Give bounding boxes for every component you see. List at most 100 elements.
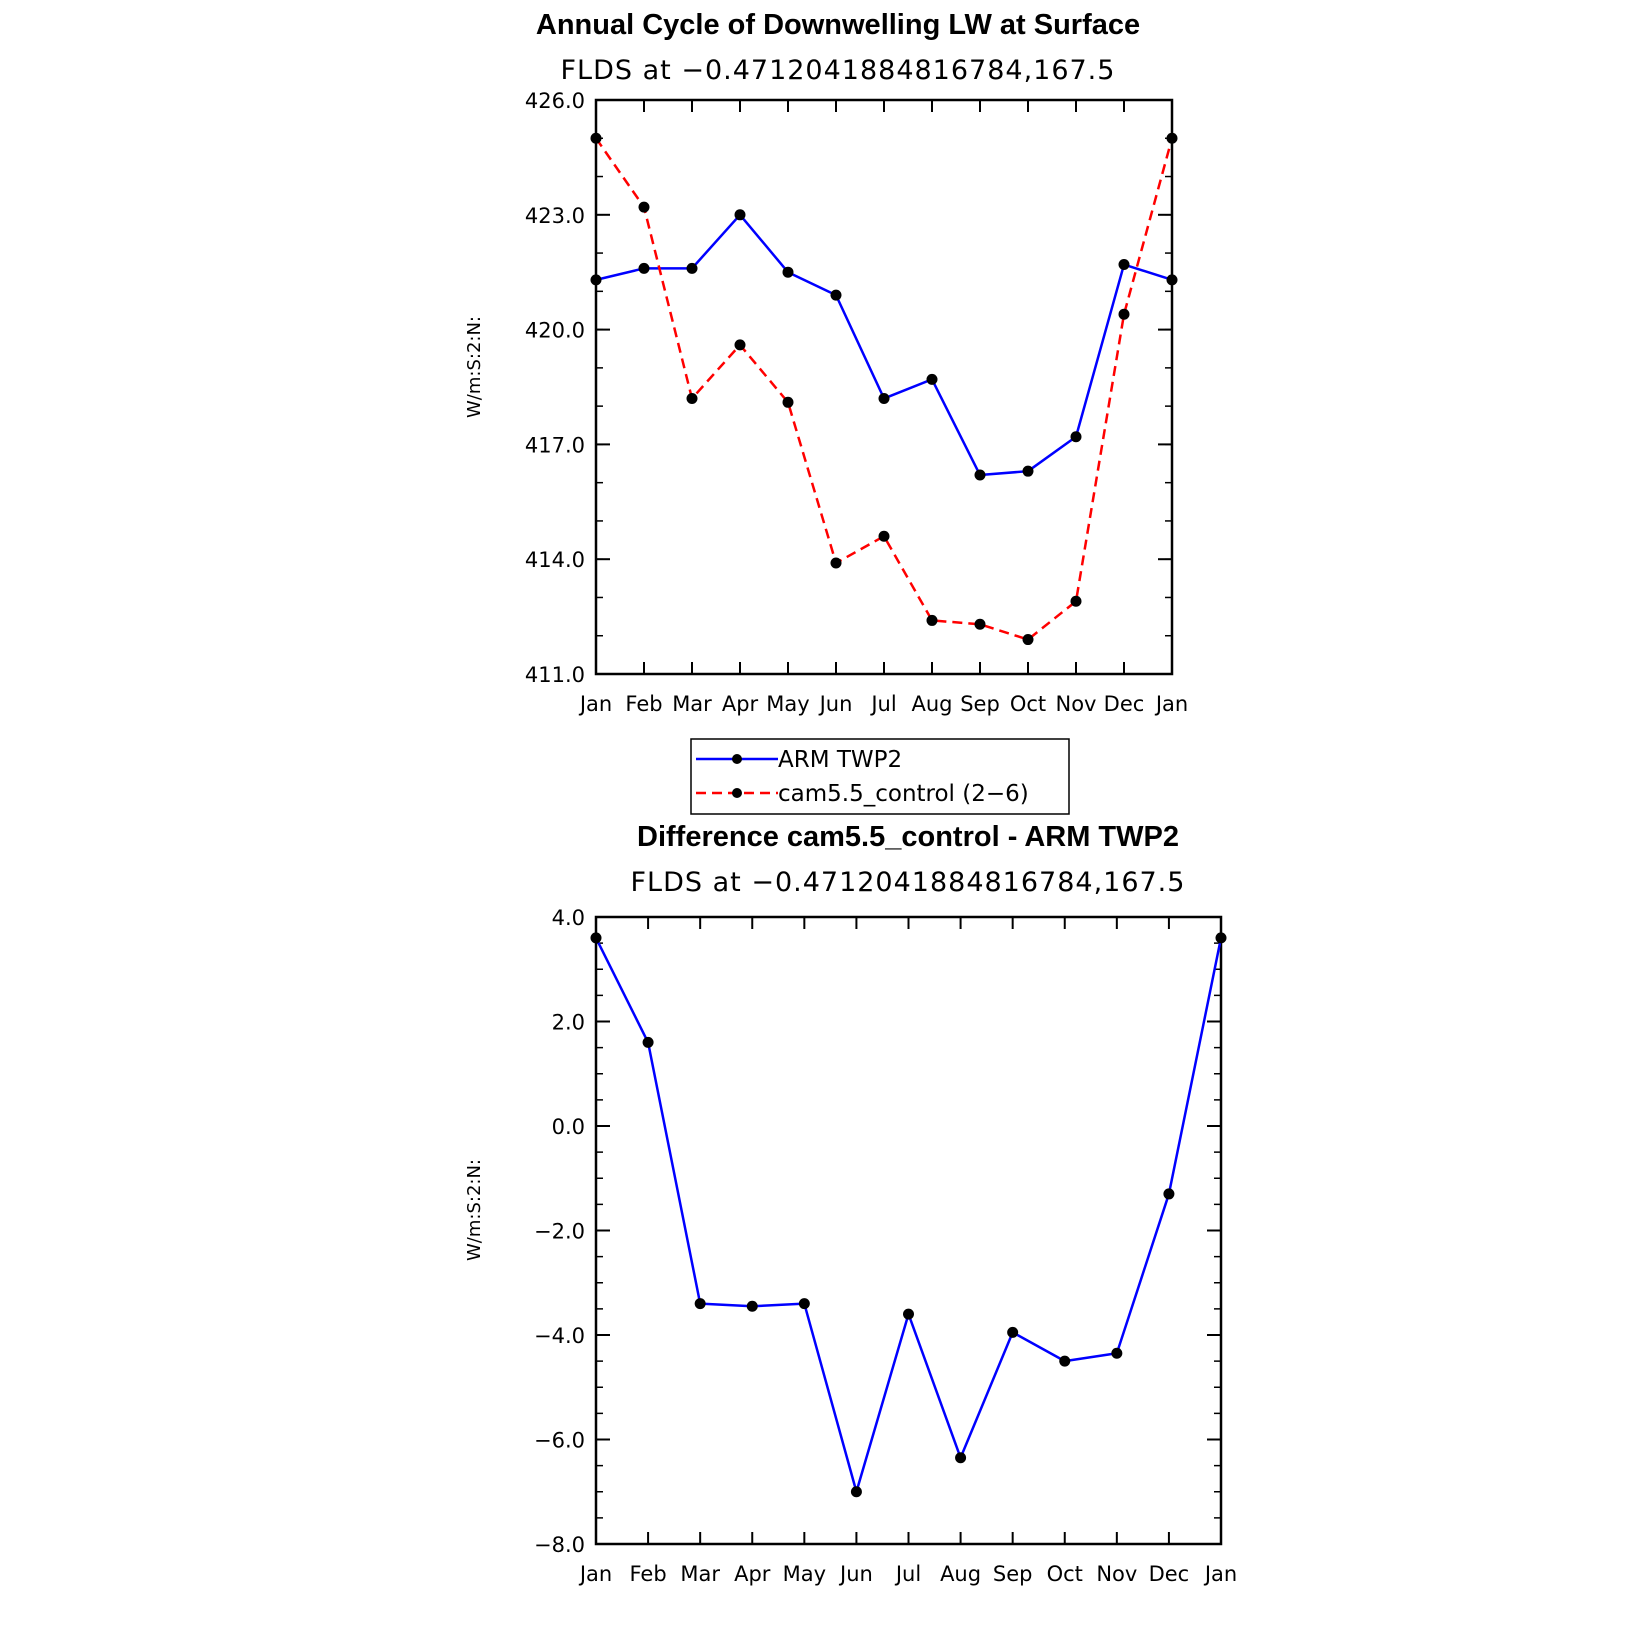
- chart1-x-tick-label: Dec: [1104, 692, 1145, 716]
- chart2-series-1-point: [798, 1298, 810, 1310]
- chart1-series-2-point: [926, 614, 938, 626]
- chart1-y-axis-label: W/m:S:2:N:: [464, 316, 485, 418]
- chart1-x-tick-label: Nov: [1056, 692, 1097, 716]
- chart1-series-1-point: [782, 266, 794, 278]
- chart1-series-2-point: [1166, 132, 1178, 144]
- chart1-series-2-point: [638, 201, 650, 213]
- chart2-series-1-line: [594, 937, 1223, 1493]
- chart2-x-tick-label: Dec: [1149, 1562, 1190, 1586]
- chart2-y-tick-label: −2.0: [534, 1220, 585, 1244]
- chart1-series-1-point: [974, 469, 986, 481]
- chart2-x-tick-label: May: [783, 1562, 826, 1586]
- chart1-x-tick-label: Aug: [911, 692, 952, 716]
- chart2-y-tick-label: −8.0: [534, 1533, 585, 1557]
- chart1-x-tick-label: Sep: [960, 692, 1000, 716]
- chart2-series-1-point: [1059, 1355, 1071, 1367]
- chart1-plot-frame: [594, 98, 1174, 676]
- chart2-x-tick-label: Jan: [1203, 1562, 1237, 1586]
- chart1-series-1-point: [590, 274, 602, 286]
- legend-box: [690, 738, 1070, 815]
- chart2-x-tick-label: Nov: [1096, 1562, 1137, 1586]
- chart2-series: [590, 932, 1227, 1498]
- chart2-axes: Jan Feb Mar Apr May Jun Jul Aug Sep Oct Nov Dec Jan −…: [534, 906, 1237, 1586]
- chart2-y-tick-label: −4.0: [534, 1324, 585, 1348]
- chart2-series-1-point: [590, 932, 602, 944]
- chart2-y-tick-label: −6.0: [534, 1429, 585, 1453]
- legend-label-arm-twp2: ARM TWP2: [778, 747, 902, 773]
- chart1-series-2-point: [1070, 595, 1082, 607]
- chart2-y-tick-label: 0.0: [552, 1115, 585, 1139]
- chart1-series-1-point: [1118, 259, 1130, 271]
- chart2-x-tick-label: Jan: [578, 1562, 612, 1586]
- chart1-series-2-point: [590, 132, 602, 144]
- chart1-series-1-point: [686, 262, 698, 274]
- chart2-title: Difference cam5.5_control - ARM TWP2: [637, 821, 1179, 853]
- chart1-series-1-point: [926, 373, 938, 385]
- chart1-x-tick-label: Jan: [1154, 692, 1188, 716]
- chart2-series-1-point: [1007, 1326, 1019, 1338]
- chart2-series-1-point: [955, 1452, 967, 1464]
- chart2-series-1-point: [1163, 1188, 1175, 1200]
- chart1-series-2-point: [686, 392, 698, 404]
- chart1-series-2-point: [878, 530, 890, 542]
- chart2-subtitle: FLDS at −0.4712041884816784,167.5: [631, 867, 1186, 898]
- chart1-series-2-line: [594, 137, 1174, 641]
- chart1-series-1-point: [734, 209, 746, 221]
- chart2-series-1-point: [850, 1486, 862, 1498]
- chart2-x-tick-label: Feb: [629, 1562, 666, 1586]
- chart1-series-1-point: [1070, 431, 1082, 443]
- chart2-x-tick-label: Jul: [894, 1562, 921, 1586]
- chart2-series-1-point: [642, 1036, 654, 1048]
- chart1-x-tick-label: Jun: [818, 692, 853, 716]
- chart1-series-1-point: [830, 289, 842, 301]
- chart1-series-1-point: [638, 262, 650, 274]
- chart2-plot-frame: [594, 915, 1223, 1546]
- chart1-x-tick-label: Apr: [722, 692, 759, 716]
- chart2-series-1-point: [746, 1300, 758, 1312]
- difference-chart: Difference cam5.5_control - ARM TWP2 FLD…: [464, 821, 1237, 1586]
- chart1-title: Annual Cycle of Downwelling LW at Surfac…: [536, 9, 1140, 41]
- chart2-x-tick-label: Aug: [940, 1562, 981, 1586]
- chart2-y-tick-label: 2.0: [552, 1011, 585, 1035]
- chart1-x-tick-label: Jan: [578, 692, 612, 716]
- chart1-subtitle: FLDS at −0.4712041884816784,167.5: [561, 55, 1116, 86]
- chart1-y-tick-label: 426.0: [525, 89, 585, 113]
- chart1-x-tick-label: Jul: [869, 692, 896, 716]
- chart2-x-tick-label: Apr: [734, 1562, 771, 1586]
- chart1-x-tick-label: Feb: [625, 692, 662, 716]
- chart2-y-axis-label: W/m:S:2:N:: [464, 1159, 485, 1261]
- legend-label-cam5-5-control: cam5.5_control (2−6): [778, 781, 1029, 807]
- chart2-x-tick-label: Mar: [680, 1562, 720, 1586]
- chart1-series-2-point: [734, 339, 746, 351]
- chart1-series-2-point: [1118, 308, 1130, 320]
- legend-marker-arm-twp2: [732, 754, 742, 764]
- chart2-series-1-point: [1215, 932, 1227, 944]
- chart1-series-2-point: [1022, 634, 1034, 646]
- chart2-x-tick-label: Jun: [838, 1562, 873, 1586]
- annual-cycle-chart: Annual Cycle of Downwelling LW at Surfac…: [464, 9, 1188, 716]
- legend-marker-cam5-5-control: [732, 788, 742, 798]
- chart1-y-tick-label: 411.0: [525, 663, 585, 687]
- chart1-series-2-point: [974, 618, 986, 630]
- chart2-y-tick-label: 4.0: [552, 906, 585, 930]
- chart2-series-1-point: [694, 1298, 706, 1310]
- chart2-series-1-point: [1111, 1347, 1123, 1359]
- chart1-y-tick-label: 414.0: [525, 548, 585, 572]
- chart1-y-tick-label: 417.0: [525, 433, 585, 457]
- chart1-series-1-line: [595, 213, 1173, 477]
- chart1-series-1-point: [1022, 465, 1034, 477]
- chart1-y-tick-label: 420.0: [525, 319, 585, 343]
- chart2-series-1-point: [903, 1308, 914, 1320]
- chart1-series-2-point: [782, 396, 794, 408]
- chart1-axes: Jan Feb Mar Apr May Jun Jul Aug Sep Oct Nov Dec Jan 4…: [525, 89, 1188, 716]
- chart1-x-tick-label: Oct: [1010, 692, 1046, 716]
- chart2-x-tick-label: Sep: [993, 1562, 1033, 1586]
- chart1-series-2-point: [830, 557, 842, 569]
- chart1-x-tick-label: May: [766, 692, 809, 716]
- chart2-x-tick-label: Oct: [1047, 1562, 1083, 1586]
- chart1-series: [590, 132, 1178, 646]
- chart1-series-1-point: [1166, 274, 1178, 286]
- chart1-y-tick-label: 423.0: [525, 204, 585, 228]
- chart1-series-1-point: [878, 392, 890, 404]
